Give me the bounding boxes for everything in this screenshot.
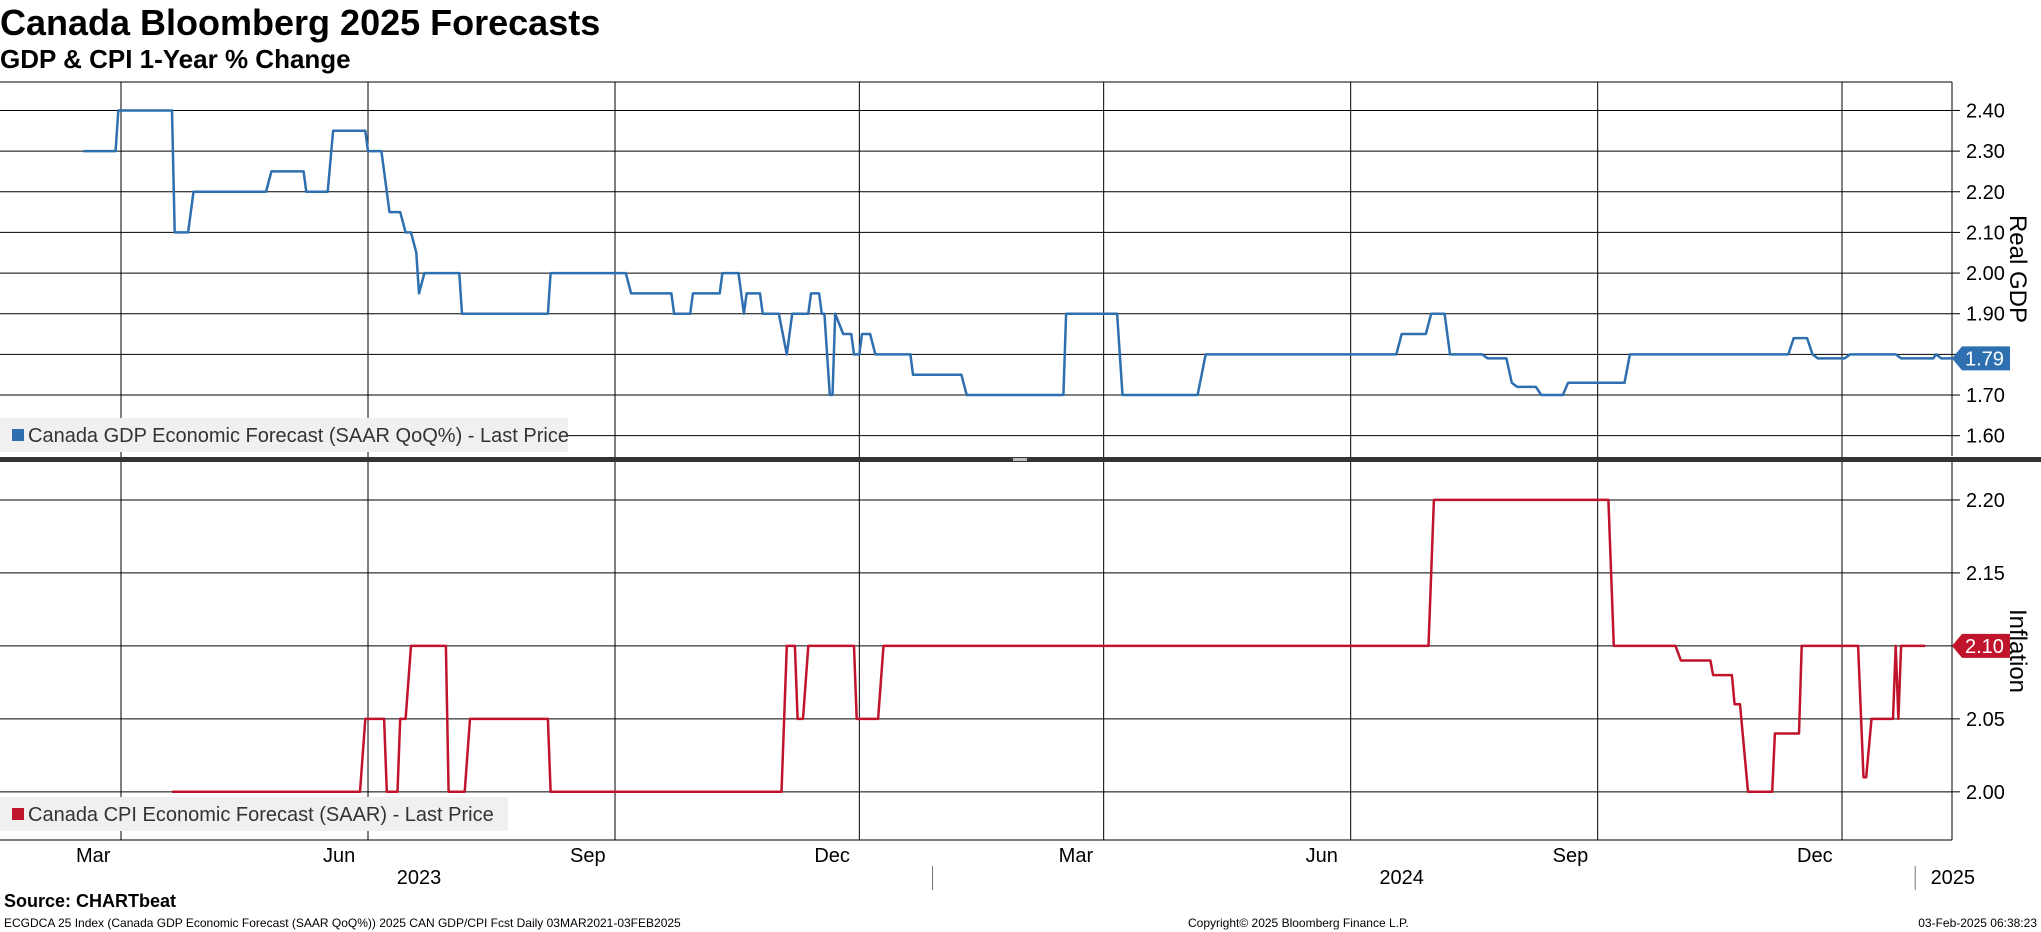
- cpi-y-tick-label-3: 2.05: [1966, 709, 2005, 731]
- cpi-last-value-label: 2.10: [1965, 636, 2004, 658]
- cpi-legend-swatch: [12, 808, 24, 820]
- chart-subtitle: GDP & CPI 1-Year % Change: [0, 44, 351, 74]
- cpi-last-value-box: [1952, 633, 2010, 658]
- cpi-legend-label: Canada CPI Economic Forecast (SAAR) - La…: [28, 804, 494, 826]
- gdp-series-line: [83, 109, 1961, 397]
- gdp-y-tick-label-1: 2.30: [1966, 141, 2005, 163]
- chart-title: Canada Bloomberg 2025 Forecasts: [0, 2, 601, 43]
- cpi-y-tick-label-0: 2.20: [1966, 490, 2005, 512]
- gdp-last-value-box: [1952, 346, 2010, 371]
- x-tick-label-2: Sep: [570, 845, 606, 867]
- gdp-y-tick-label-0: 2.40: [1966, 100, 2005, 122]
- series-description: ECGDCA 25 Index (Canada GDP Economic For…: [4, 916, 681, 930]
- cpi-series-line: [172, 498, 1926, 794]
- x-tick-label-3: Dec: [814, 845, 850, 867]
- cpi-last-value-tag: 2.10: [1952, 633, 2010, 658]
- cpi-y-tick-label-1: 2.15: [1966, 563, 2005, 585]
- source-label: Source: CHARTbeat: [4, 891, 177, 911]
- x-tick-label-5: Jun: [1306, 845, 1338, 867]
- cpi-y-tick-label-4: 2.00: [1966, 782, 2005, 804]
- cpi-axis-title: Inflation: [2004, 609, 2031, 693]
- gdp-legend-label: Canada GDP Economic Forecast (SAAR QoQ%)…: [28, 425, 569, 447]
- year-label-2025: 2025: [1931, 867, 1976, 889]
- gdp-y-tick-label-5: 1.90: [1966, 304, 2005, 326]
- x-tick-label-0: Mar: [76, 845, 111, 867]
- year-label-2023: 2023: [397, 867, 442, 889]
- copyright: Copyright© 2025 Bloomberg Finance L.P.: [1188, 916, 1409, 930]
- year-label-2024: 2024: [1379, 867, 1424, 889]
- cpi-legend-box: [0, 797, 508, 831]
- x-tick-label-4: Mar: [1059, 845, 1094, 867]
- gdp-y-tick-label-2: 2.20: [1966, 182, 2005, 204]
- gdp-y-tick-label-7: 1.70: [1966, 385, 2005, 407]
- gdp-y-tick-label-4: 2.00: [1966, 263, 2005, 285]
- x-tick-label-1: Jun: [323, 845, 355, 867]
- gdp-axis-title: Real GDP: [2004, 215, 2031, 323]
- gdp-y-tick-label-8: 1.60: [1966, 426, 2005, 448]
- gdp-legend-box: [0, 418, 568, 452]
- x-tick-label-6: Sep: [1553, 845, 1589, 867]
- divider-handle: [1013, 458, 1027, 461]
- x-tick-label-7: Dec: [1797, 845, 1833, 867]
- gdp-y-tick-label-3: 2.10: [1966, 222, 2005, 244]
- gdp-last-value-tag: 1.79: [1952, 346, 2010, 371]
- gdp-last-value-label: 1.79: [1965, 348, 2004, 370]
- gdp-legend-swatch: [12, 429, 24, 441]
- timestamp: 03-Feb-2025 06:38:23: [1918, 916, 2037, 930]
